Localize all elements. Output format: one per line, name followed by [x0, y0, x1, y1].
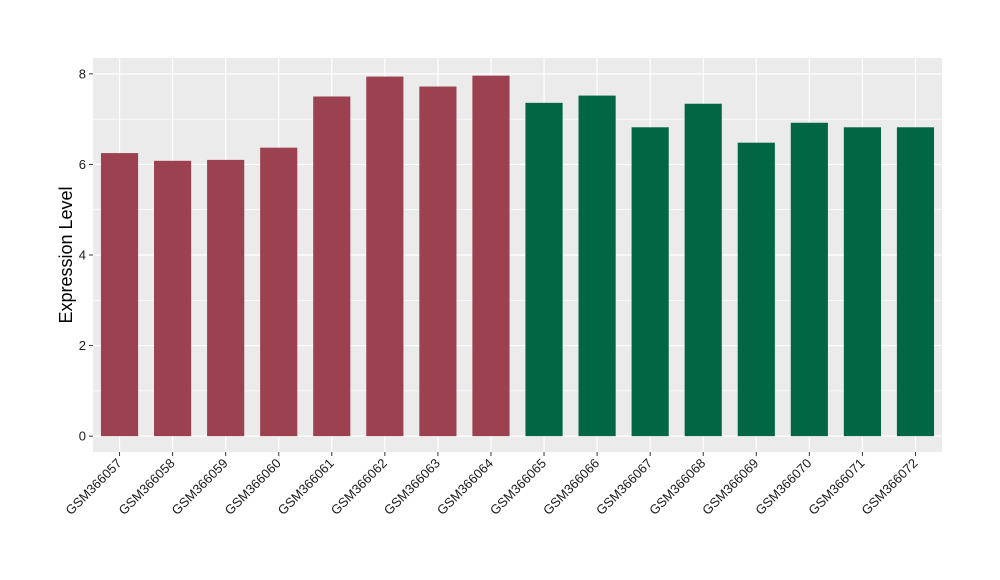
bar [419, 86, 457, 437]
x-tick-label: GSM366058 [115, 456, 177, 518]
x-tick-label: GSM366066 [540, 456, 602, 518]
bar [525, 102, 563, 437]
y-tick-label: 6 [79, 157, 86, 172]
x-tick-label: GSM366064 [434, 456, 496, 518]
y-tick-label: 2 [79, 338, 86, 353]
bar [313, 96, 351, 437]
bar [631, 127, 669, 437]
x-tick-label: GSM366070 [752, 456, 814, 518]
x-tick-label: GSM366071 [805, 456, 867, 518]
bar [737, 142, 775, 437]
bar [684, 103, 722, 437]
bar [260, 147, 298, 437]
x-tick-label: GSM366060 [222, 456, 284, 518]
bar [472, 75, 510, 437]
x-tick-label: GSM366068 [646, 456, 708, 518]
x-tick-label: GSM366062 [328, 456, 390, 518]
bars [100, 75, 935, 437]
x-tick-label: GSM366057 [62, 456, 124, 518]
y-axis-title: Expression Level [56, 186, 76, 323]
x-tick-label: GSM366059 [169, 456, 231, 518]
y-tick-label: 8 [79, 66, 86, 81]
bar [100, 153, 139, 437]
bar [790, 122, 828, 437]
bar [843, 127, 881, 437]
bar [896, 127, 935, 437]
x-axis-ticks: GSM366057GSM366058GSM366059GSM366060GSM3… [62, 452, 921, 518]
bar [154, 160, 192, 437]
bar [207, 159, 245, 437]
x-tick-label: GSM366072 [858, 456, 920, 518]
bar [578, 95, 616, 437]
y-tick-label: 0 [79, 429, 86, 444]
x-tick-label: GSM366061 [275, 456, 337, 518]
bar [366, 76, 404, 437]
x-tick-label: GSM366069 [699, 456, 761, 518]
y-tick-label: 4 [79, 248, 86, 263]
x-tick-label: GSM366063 [381, 456, 443, 518]
y-axis-ticks: 0 2 4 6 8 [79, 66, 93, 444]
x-tick-label: GSM366065 [487, 456, 549, 518]
x-tick-label: GSM366067 [593, 456, 655, 518]
